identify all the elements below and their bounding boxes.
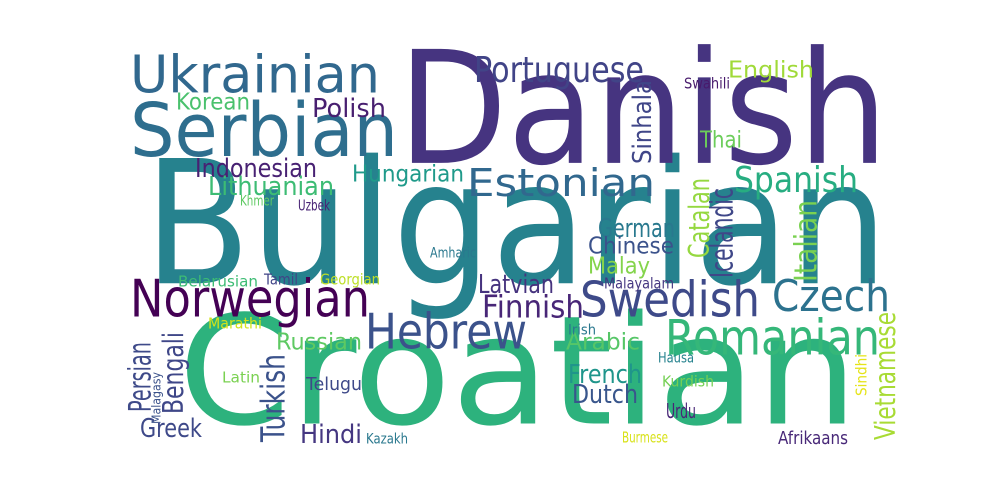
word-czech: Czech [772,272,890,322]
word-irish: Irish [568,323,596,339]
word-malagasy: Malagasy [150,372,165,424]
word-belarusian: Belarusian [178,272,258,290]
word-vietnamese: Vietnamese [869,312,902,440]
word-hindi: Hindi [300,420,362,450]
word-uzbek: Uzbek [298,196,330,214]
word-tamil: Tamil [263,270,298,288]
word-georgian: Georgian [320,270,380,288]
word-icelandic: Icelandic [705,188,741,278]
word-kurdish: Kurdish [662,372,714,390]
word-turkish: Turkish [253,354,292,443]
word-catalan: Catalan [683,178,716,258]
word-sinhala: Sinhala [628,80,658,164]
word-romanian: Romanian [665,311,880,367]
word-telugu: Telugu [305,374,362,395]
word-sindhi: Sindhi [852,354,870,396]
word-italian: Italian [789,200,825,282]
word-latin: Latin [222,368,260,386]
word-german: German [598,214,675,244]
word-hebrew: Hebrew [365,305,527,361]
word-greek: Greek [140,414,202,444]
word-thai: Thai [699,128,742,154]
word-swedish: Swedish [580,273,760,329]
word-afrikaans: Afrikaans [778,428,848,449]
word-french: French [568,360,642,390]
word-finnish: Finnish [482,290,584,326]
word-ukrainian: Ukrainian [130,45,380,105]
word-kazakh: Kazakh [366,432,408,448]
word-swahili: Swahili [684,74,730,92]
word-hungarian: Hungarian [352,162,464,188]
word-amharic: Amharic [430,246,476,262]
word-burmese: Burmese [622,428,668,446]
word-danish: Danish [398,18,888,200]
word-chinese: Chinese [588,234,674,260]
word-persian: Persian [123,342,159,412]
word-english: English [728,58,814,84]
word-latvian: Latvian [478,270,554,300]
word-malay: Malay [588,254,650,280]
word-polish: Polish [312,94,386,124]
word-estonian: Estonian [467,161,655,206]
word-norwegian: Norwegian [130,269,370,329]
word-dutch: Dutch [572,380,638,410]
word-hausa: Hausa [658,351,694,367]
word-croatian: Croatian [178,284,858,460]
word-serbian: Serbian [130,87,398,174]
word-spanish: Spanish [734,160,858,201]
word-urdu: Urdu [666,399,696,423]
word-bengali: Bengali [157,332,190,414]
word-khmer: Khmer [240,194,274,210]
word-korean: Korean [176,90,250,116]
word-marathi: Marathi [208,314,262,332]
word-arabic: Arabic [566,330,640,356]
word-russian: Russian [276,330,362,356]
word-portuguese: Portuguese [474,50,644,91]
word-malayalam: Malayalam [604,274,674,292]
word-indonesian: Indonesian [195,154,317,184]
word-lithuanian: Lithuanian [208,172,334,202]
word-bulgarian: Bulgarian [144,124,888,324]
